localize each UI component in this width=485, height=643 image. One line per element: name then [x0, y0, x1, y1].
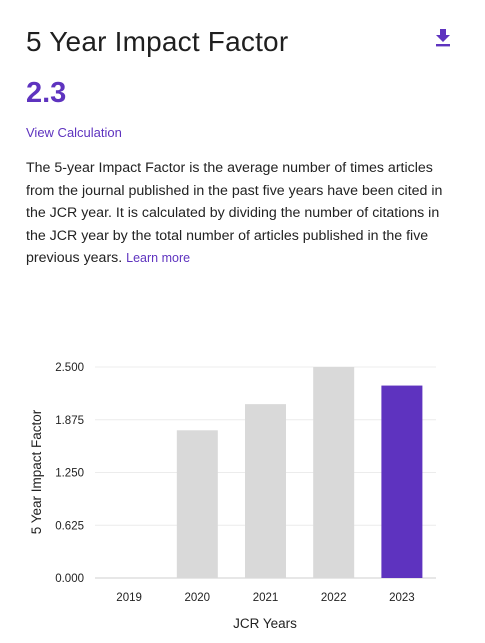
bar-2020[interactable]: [176, 430, 218, 578]
chart-bars: [176, 367, 423, 578]
y-tick-label: 2.500: [55, 362, 84, 374]
bar-2023[interactable]: [381, 385, 423, 578]
x-tick-label: 2022: [321, 592, 347, 604]
y-tick-label: 1.250: [55, 468, 84, 480]
y-axis-title: 5 Year Impact Factor: [29, 409, 44, 534]
learn-more-link[interactable]: Learn more: [126, 251, 191, 265]
chart-x-ticks: 2019 2020 2021 2022 2023: [116, 592, 414, 604]
x-tick-label: 2021: [253, 592, 279, 604]
page-title: 5 Year Impact Factor: [26, 26, 289, 57]
y-tick-label: 0.000: [55, 573, 84, 585]
download-icon[interactable]: [433, 27, 453, 47]
description-body: The 5-year Impact Factor is the average …: [26, 160, 443, 266]
description-text: The 5-year Impact Factor is the average …: [26, 157, 462, 270]
x-axis-title: JCR Years: [233, 616, 297, 631]
bar-2021[interactable]: [245, 404, 286, 578]
x-tick-label: 2019: [116, 592, 142, 604]
view-calculation-link[interactable]: View Calculation: [26, 125, 122, 140]
y-tick-label: 0.625: [55, 520, 84, 532]
x-tick-label: 2023: [389, 592, 415, 604]
y-tick-label: 1.875: [55, 415, 84, 427]
x-tick-label: 2020: [185, 592, 211, 604]
impact-factor-value: 2.3: [26, 77, 67, 109]
bar-2022[interactable]: [313, 367, 355, 578]
chart-y-ticks: 0.000 0.625 1.250 1.875 2.500: [55, 362, 84, 585]
